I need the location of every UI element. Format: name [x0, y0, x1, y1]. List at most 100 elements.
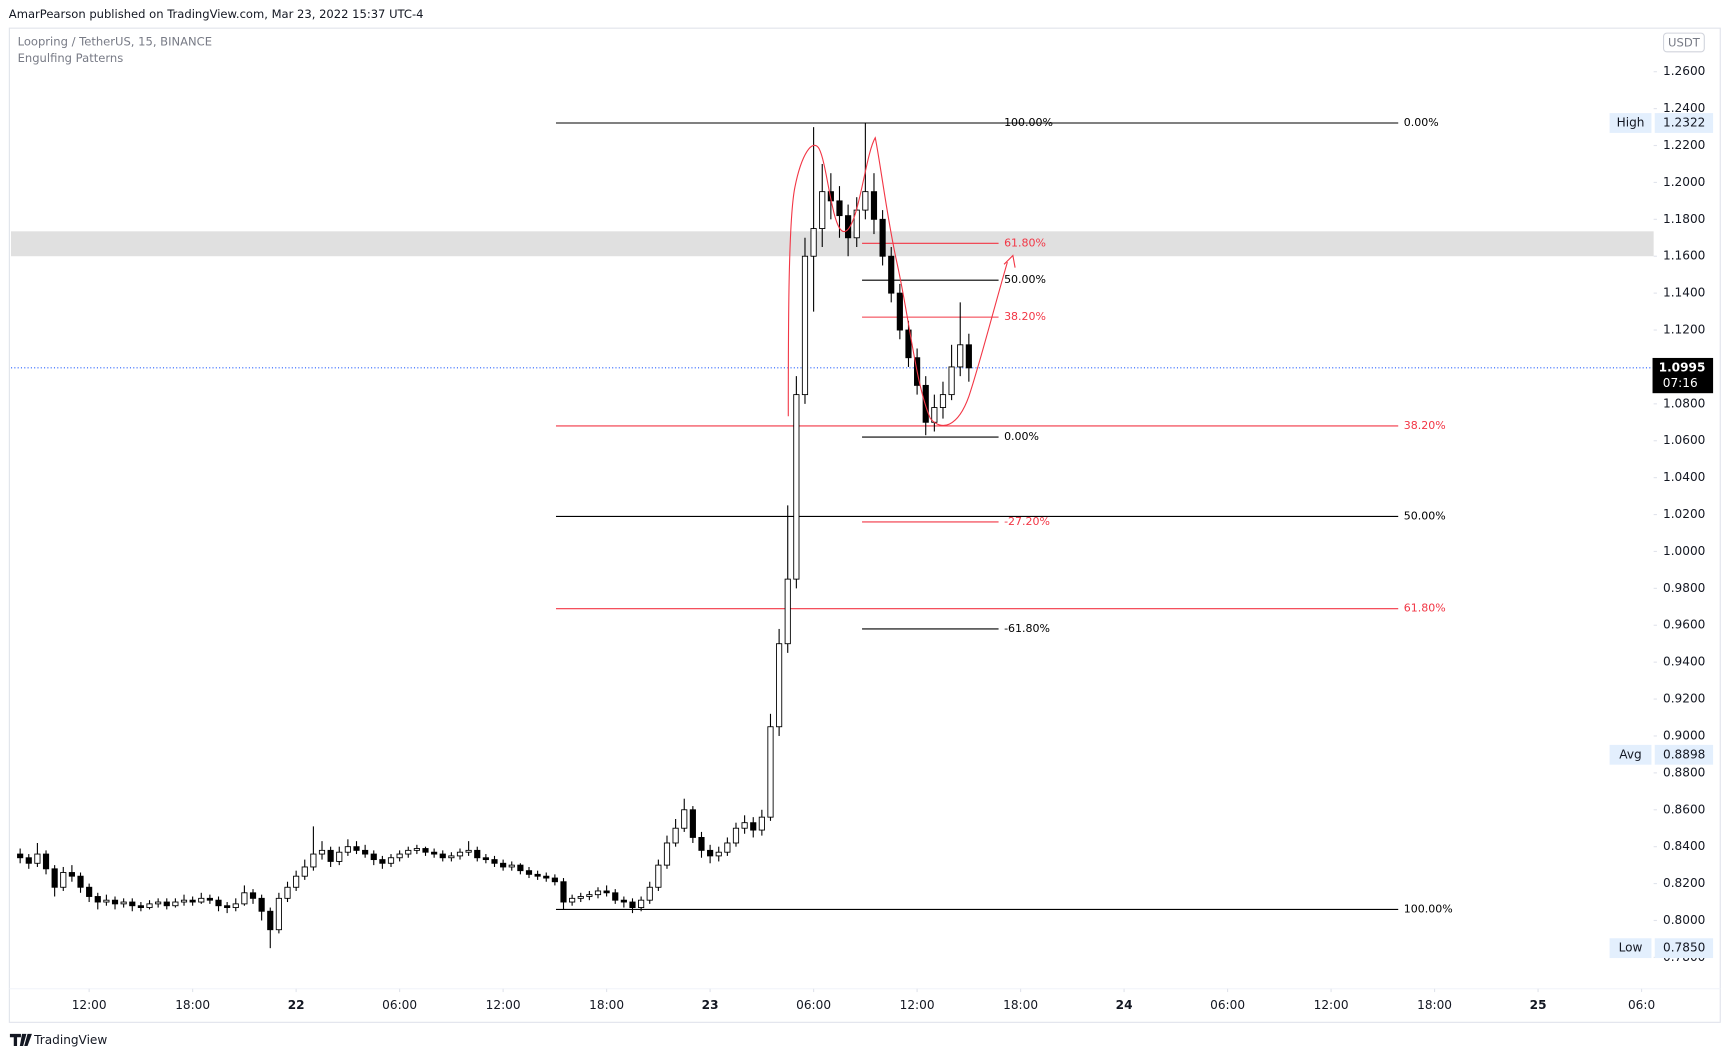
candle-body [103, 899, 110, 903]
candle-body [94, 896, 101, 903]
stat-value: 1.2322 [1663, 116, 1705, 130]
y-tick-label: 0.9600 [1663, 618, 1705, 632]
fib-label: 38.20% [1404, 419, 1446, 432]
candle-body [612, 892, 619, 901]
y-tick-label: 0.8200 [1663, 876, 1705, 890]
candle-body [163, 901, 170, 907]
fib-label: 100.00% [1404, 902, 1453, 915]
candle-body [793, 394, 800, 580]
fib-label: 0.00% [1404, 116, 1439, 129]
candle-body [353, 846, 360, 851]
candle-body [715, 851, 722, 857]
y-tick-label: 1.0000 [1663, 544, 1705, 558]
fib-label: 0.00% [1004, 430, 1039, 443]
candle-body [370, 853, 377, 861]
candle-body [379, 859, 386, 864]
candle-body [663, 842, 671, 866]
candle-body [258, 897, 265, 912]
last-price: 1.0995 [1659, 360, 1706, 374]
candle-body [965, 344, 972, 369]
candle-body [137, 905, 144, 909]
y-tick-label: 1.2200 [1663, 138, 1705, 152]
candle-body [60, 872, 67, 888]
candle-body [525, 870, 533, 875]
candle-body [508, 864, 515, 868]
last-price-box [1652, 357, 1714, 394]
candle-body [681, 809, 688, 829]
candle-body [732, 827, 740, 844]
candle-body [517, 864, 524, 872]
candle-body [439, 853, 446, 859]
candle-body [698, 837, 705, 851]
candle-body [344, 846, 351, 853]
candle-body [655, 864, 662, 888]
candle-body [431, 851, 438, 855]
candle-body [327, 849, 334, 862]
zone [11, 231, 1654, 257]
y-tick-label: 0.9000 [1663, 728, 1705, 742]
stat-name: Low [1619, 941, 1643, 955]
candle-body [86, 886, 93, 897]
stat-name: Avg [1619, 747, 1641, 761]
y-tick-label: 1.1400 [1663, 286, 1705, 300]
candle-body [482, 857, 489, 861]
candle-body [689, 809, 696, 838]
symbol: Loopring / TetherUS, 15, BINANCE [18, 34, 212, 48]
candle-body [577, 896, 584, 899]
y-tick-label: 1.0800 [1663, 396, 1705, 410]
candle-body [120, 901, 127, 905]
fib-label: 50.00% [1004, 273, 1046, 286]
candle-body [232, 903, 239, 909]
candle-body [810, 228, 817, 257]
candle-body [758, 816, 765, 831]
candle-body [267, 910, 274, 931]
candle-body [111, 899, 119, 905]
candle-body [551, 877, 558, 883]
x-tick-label: 06:00 [1210, 998, 1245, 1012]
candle-body [603, 890, 610, 894]
candle-body [68, 872, 75, 877]
candle-body [594, 890, 602, 896]
candle-body [948, 366, 955, 396]
stat-value: 0.8898 [1663, 747, 1705, 761]
footer: TradingView [33, 1033, 107, 1047]
candle-body [638, 899, 645, 909]
currency: USDT [1668, 36, 1701, 50]
candle-body [34, 853, 41, 864]
y-tick-label: 1.2600 [1663, 64, 1705, 78]
x-tick-label: 22 [288, 998, 305, 1012]
candle-body [362, 849, 369, 855]
candle-body [560, 881, 567, 903]
candle-body [42, 853, 50, 870]
candle-body [939, 394, 947, 408]
candle-body [465, 849, 472, 853]
x-tick-label: 18:00 [1417, 998, 1452, 1012]
stat-name: High [1617, 116, 1645, 130]
x-tick-label: 12:00 [486, 998, 521, 1012]
fib-label: 61.80% [1004, 236, 1046, 249]
candle-body [629, 901, 636, 909]
x-tick-label: 18:00 [175, 998, 210, 1012]
y-tick-label: 1.0400 [1663, 470, 1705, 484]
candle-body [905, 329, 912, 359]
candle-body [534, 873, 541, 877]
y-tick-label: 1.1800 [1663, 212, 1705, 226]
stat-name-box [1609, 744, 1652, 765]
candle-body [724, 842, 731, 853]
candle-body [448, 855, 455, 859]
fib-label: 50.00% [1404, 509, 1446, 522]
candle-body [25, 857, 32, 864]
candle-body [569, 897, 576, 903]
candle-body [620, 899, 627, 903]
candle-body [172, 901, 179, 907]
stat-name-box [1609, 113, 1652, 133]
candle-body [189, 899, 196, 903]
candle-body [206, 897, 213, 901]
plot-area: 0.00% 38.20% 50.00% 61.80% 100.00% 100.00% 61.… [11, 116, 1654, 949]
candle-body [129, 901, 136, 907]
candle-body [767, 726, 774, 818]
candle-body [819, 191, 826, 229]
candle-body [387, 857, 395, 864]
x-tick-label: 12:00 [72, 998, 107, 1012]
